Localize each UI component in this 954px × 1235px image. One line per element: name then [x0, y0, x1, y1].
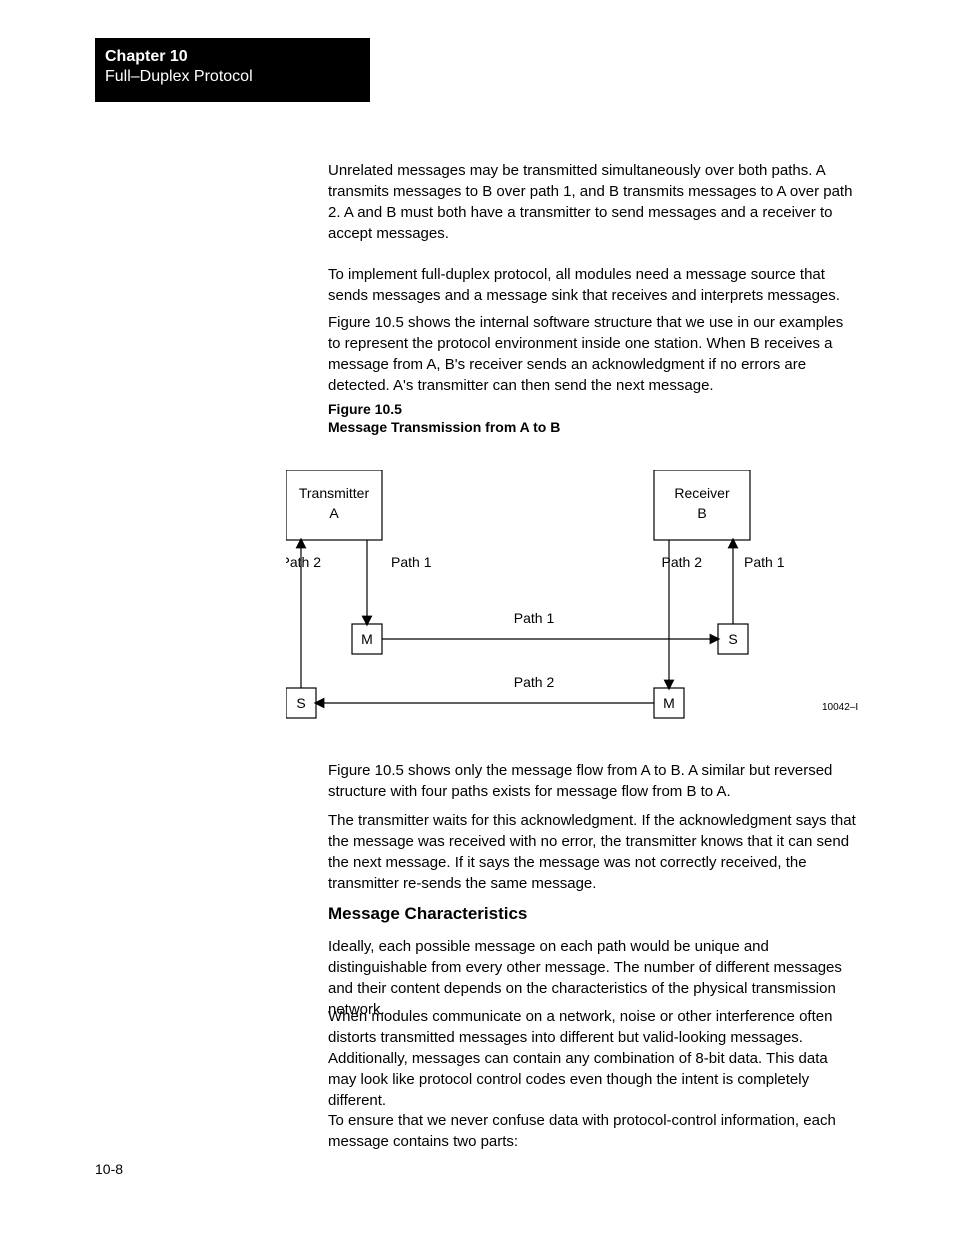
- node-s1-label: S: [728, 631, 737, 647]
- edge-label-path1-b: Path 1: [744, 554, 785, 570]
- edge-label-path2-b: Path 2: [662, 554, 703, 570]
- intro-paragraph-1: Unrelated messages may be transmitted si…: [328, 160, 858, 244]
- figure-number: Figure 10.5: [328, 401, 402, 417]
- diagram-svg: Transmitter A Receiver B M S S M Path 1 …: [286, 470, 786, 730]
- after-paragraph-1: Figure 10.5 shows only the message flow …: [328, 760, 858, 802]
- section-paragraph-3: To ensure that we never confuse data wit…: [328, 1110, 858, 1152]
- figure-id: 10042–I: [822, 702, 858, 713]
- chapter-subtitle: Full–Duplex Protocol: [105, 68, 370, 86]
- page-number: 10-8: [95, 1161, 123, 1177]
- figure-caption: Figure 10.5 Message Transmission from A …: [328, 400, 560, 436]
- edge-label-path1-a: Path 1: [391, 554, 432, 570]
- section-paragraph-2: When modules communicate on a network, n…: [328, 1006, 858, 1111]
- chapter-header: Chapter 10 Full–Duplex Protocol: [95, 38, 370, 102]
- node-m2-label: M: [663, 695, 675, 711]
- edge-label-path2-a: Path 2: [286, 554, 321, 570]
- edge-label-path2-h: Path 2: [514, 674, 555, 690]
- intro-paragraph-3: Figure 10.5 shows the internal software …: [328, 312, 858, 396]
- after-paragraph-2: The transmitter waits for this acknowled…: [328, 810, 858, 894]
- node-transmitter-label: Transmitter: [299, 485, 370, 501]
- figure-diagram: Transmitter A Receiver B M S S M Path 1 …: [286, 470, 846, 720]
- node-transmitter-sub: A: [329, 505, 339, 521]
- section-heading: Message Characteristics: [328, 904, 527, 924]
- edge-label-path1-h: Path 1: [514, 610, 555, 626]
- node-receiver-sub: B: [697, 505, 706, 521]
- intro-paragraph-2: To implement full-duplex protocol, all m…: [328, 264, 858, 306]
- chapter-number: Chapter 10: [105, 48, 370, 66]
- figure-title: Message Transmission from A to B: [328, 419, 560, 435]
- node-m1-label: M: [361, 631, 373, 647]
- node-receiver-label: Receiver: [674, 485, 730, 501]
- node-s2-label: S: [296, 695, 305, 711]
